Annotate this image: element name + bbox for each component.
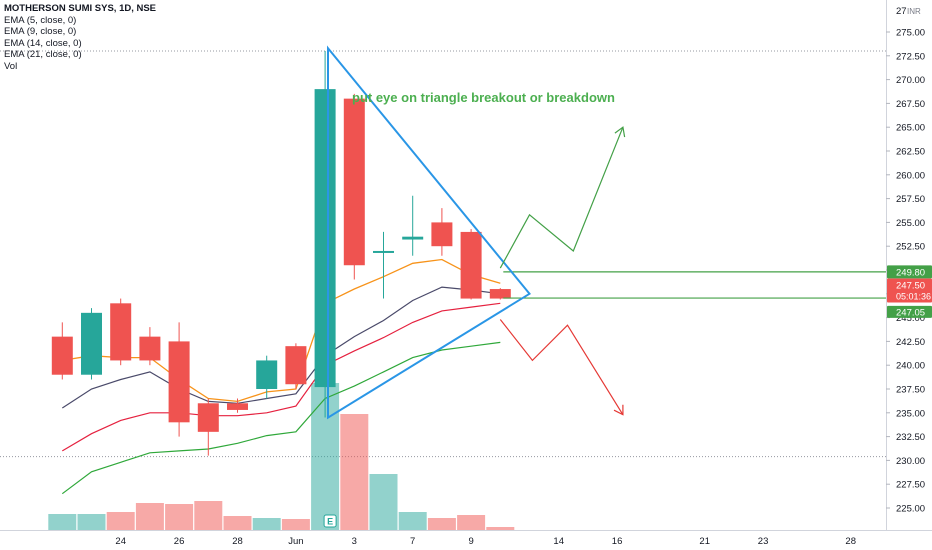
candle-body [314,89,336,388]
bullish-arrow-head [614,126,626,138]
price-label-247-05-bg [887,305,932,318]
y-tick-label: 270.00 [896,75,925,86]
x-tick-label: 9 [468,536,473,547]
bullish-path [499,126,624,269]
volume-bar [281,519,310,530]
volume-bar [165,504,194,530]
x-tick-label: 3 [352,536,357,547]
y-tick-label: 257.50 [896,194,925,205]
candle-body [343,98,365,266]
y-tick-label: 262.50 [896,147,925,158]
earnings-icon-letter: E [327,517,333,527]
x-tick-label: Jun [288,536,303,547]
volume-bar [48,514,77,530]
y-tick-label: 255.00 [896,218,925,229]
candle-body [227,403,248,410]
price-label-247-05: 247.05 [896,307,925,318]
volume-bar [223,516,252,530]
bearish-arrow-head [613,404,624,416]
volume-bar [427,518,456,530]
ema9-line [61,286,501,409]
volume-bar [457,515,486,530]
price-label-249-80: 249.80 [896,267,925,278]
x-tick-label: 14 [553,536,564,547]
triangle-drawing [327,45,532,420]
x-tick-label: 7 [410,536,415,547]
x-tick-label: 28 [845,536,856,547]
y-tick-label: 267.50 [896,99,925,110]
x-tick-label: 23 [758,536,769,547]
volume-bar [106,512,135,530]
last-price-label-bg [887,278,932,303]
time-axis-panel [0,530,886,550]
volume-bar [340,414,369,530]
candle-body [51,336,73,375]
chart-legend: MOTHERSON SUMI SYS, 1D, NSE EMA (5, clos… [4,3,156,72]
candle-body [110,303,132,361]
y-tick-label: 265.00 [896,123,925,134]
x-tick-label: 21 [699,536,710,547]
price-label-249-80-bg [887,265,932,279]
candle-body [139,336,161,361]
volume-bar [252,518,281,530]
y-tick-label: 252.50 [896,242,925,253]
y-tick-label: 272.50 [896,51,925,62]
candle-body [373,250,394,253]
candle-body [168,341,190,423]
y-tick-label: 230.00 [896,456,925,467]
candle-body [460,231,482,299]
y-tick-label: 227.50 [896,480,925,491]
candle-body [489,289,511,299]
x-tick-label: 28 [232,536,243,547]
volume-bar [194,501,223,530]
y-tick-label: 232.50 [896,432,925,443]
y-tick-label: 260.00 [896,170,925,181]
legend-ema-9: EMA (9, close, 0) [4,26,77,37]
candle-body [197,403,219,432]
y-tick-label: 225.00 [896,504,925,515]
volume-bar [77,514,106,530]
volume-bar [398,512,427,530]
candle-body [431,222,453,247]
x-tick-label: 16 [612,536,623,547]
symbol-title: MOTHERSON SUMI SYS, 1D, NSE [4,3,157,14]
bearish-path [499,319,624,416]
legend-ema-14: EMA (14, close, 0) [4,37,82,49]
ema21-line [61,341,501,495]
last-price-label: 247.50 [896,280,925,291]
x-tick-label: 26 [174,536,185,547]
y-tick-label: 245.00 [896,313,925,324]
candle-body [81,312,102,375]
ema14-line [61,302,501,452]
candle-body [256,360,278,389]
annotation-text: put eye on triangle breakout or breakdow… [352,90,615,105]
legend-ema-21: EMA (21, close, 0) [4,49,82,60]
currency-label: INR [907,7,921,16]
volume-bar [135,503,164,530]
y-tick-label: 275.00 [896,28,925,39]
y-tick-label: 27 [896,6,907,17]
legend-volume: Vol [4,60,18,72]
legend-ema-5: EMA (5, close, 0) [4,14,77,26]
last-price-label-countdown: 05:01:36 [896,291,931,301]
ema5-line [62,258,501,403]
x-tick-label: 24 [115,536,126,547]
earnings-icon [323,514,337,528]
candle-body [402,236,424,240]
volume-bar [486,527,515,530]
y-tick-label: 240.00 [896,361,925,372]
y-tick-label: 235.00 [896,408,925,419]
candle-body [285,346,307,385]
y-tick-label: 237.50 [896,385,925,396]
volume-bar [369,474,398,530]
y-tick-label: 242.50 [896,337,925,348]
